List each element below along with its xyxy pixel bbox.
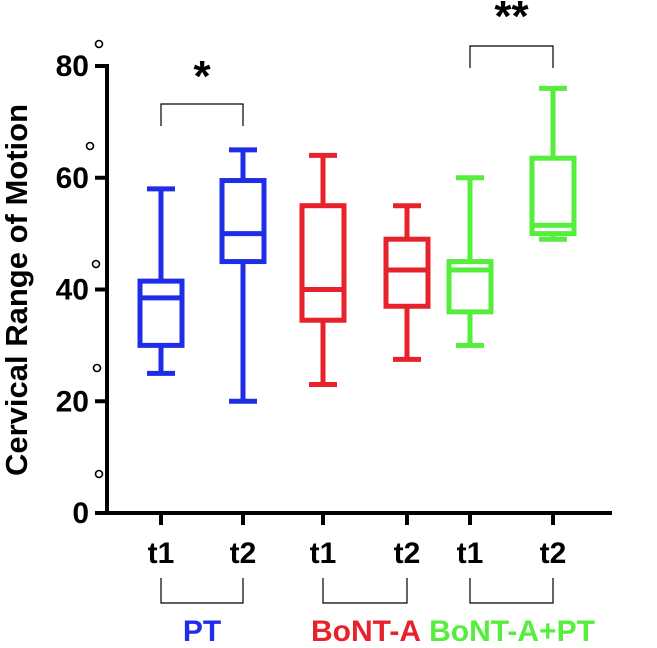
x-tick-label: t2 [394,537,421,570]
axes: 0 20 40 60 80 [56,50,612,530]
box-pt-t2 [219,147,267,404]
y-tick-label: 40 [56,274,89,307]
y-tick-label: 0 [72,497,89,530]
box-bont-a-t1 [299,152,347,387]
box-iqr [529,155,577,237]
group-labels: PT BoNT-A BoNT-A+PT [160,578,595,648]
box-iqr [446,259,494,315]
y-axis-marker [92,363,102,373]
group-bracket [469,578,554,604]
y-axis-label: Cervical Range of Motion [0,104,34,476]
x-tick-label: t2 [230,537,257,570]
box-iqr [219,178,267,265]
x-tick-label: t1 [310,537,337,570]
x-tick-labels: t1 t2 t1 t2 t1 t2 [148,537,567,570]
y-axis-marker [85,141,95,151]
group-bracket [160,578,244,604]
significance-label: ** [494,0,529,41]
significance-bracket [469,45,554,68]
group-bracket [322,578,408,604]
y-tick-label: 20 [56,385,89,418]
box-bont-a+pt-t2 [529,85,577,242]
y-axis-marker [94,469,104,479]
box-bont-a-t2 [383,203,431,362]
box-iqr [383,236,431,309]
significance-bracket [160,103,244,126]
group-label: BoNT-A+PT [429,615,595,648]
boxes [137,85,577,404]
y-axis-marker [94,39,104,49]
y-axis-markers [85,39,104,479]
x-tick-label: t1 [148,537,175,570]
box-iqr [299,203,347,323]
box-pt-t1 [137,186,185,376]
box-bont-a+pt-t1 [446,175,494,348]
significance-label: * [193,52,211,101]
group-label: BoNT-A [311,615,421,648]
y-tick-label: 60 [56,162,89,195]
y-tick-label: 80 [56,50,89,83]
x-tick-label: t2 [540,537,567,570]
significance-annotations: *** [160,0,554,126]
x-tick-label: t1 [457,537,484,570]
group-label: PT [183,615,221,648]
box-iqr [137,278,185,348]
y-axis-marker [91,259,101,269]
